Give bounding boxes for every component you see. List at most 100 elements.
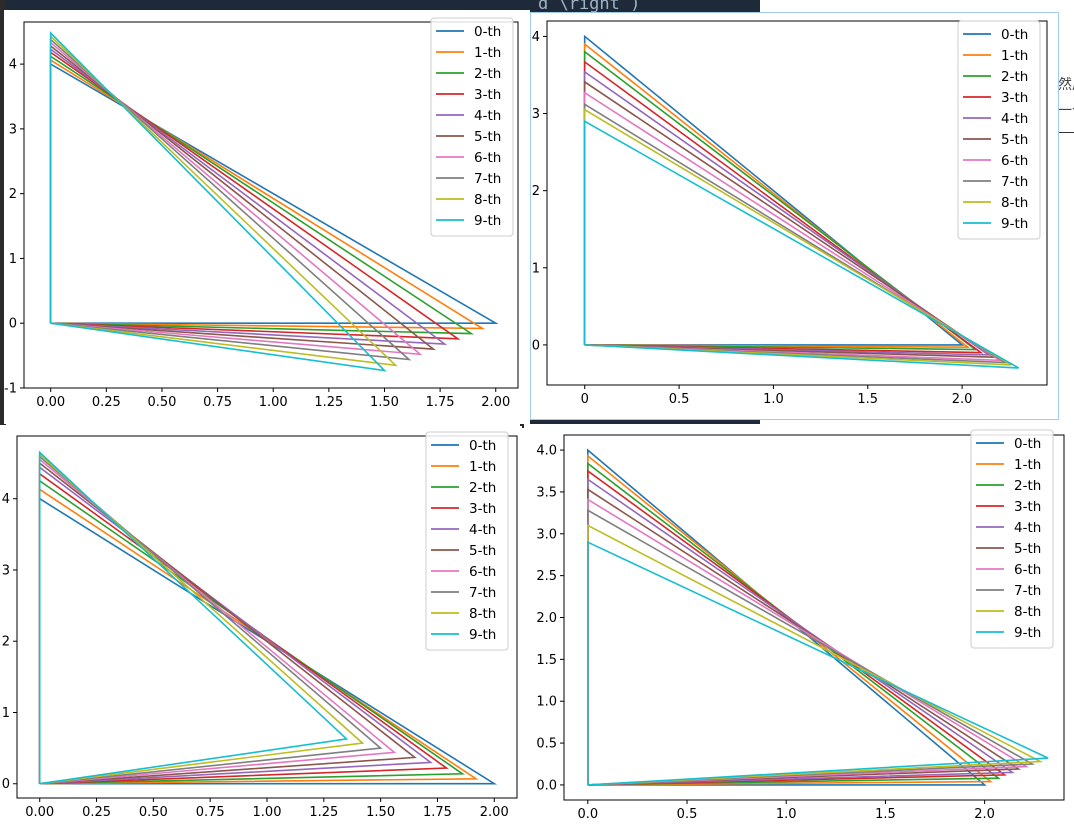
- legend-label: 8-th: [1014, 604, 1041, 620]
- editor-strip-mid: [520, 418, 760, 428]
- side-text-bottom: 一个: [1058, 103, 1074, 119]
- series-line-0-th: [49, 62, 499, 325]
- chart-panel-top-right: 0 0.5 1.0 1.5 2.0 0 1 2 3 4 0-th 1-th 2-th 3-th 4-th 5-…: [530, 12, 1059, 420]
- axes-frame: [546, 20, 1048, 386]
- y-tick-label: 1: [2, 706, 10, 721]
- series-line-3-th: [586, 469, 1007, 786]
- legend-label: 7-th: [469, 585, 496, 601]
- series-line-3-th: [38, 472, 449, 785]
- legend-label: 2-th: [469, 480, 496, 496]
- legend-label: 9-th: [469, 627, 496, 643]
- x-tick-label: 2.00: [481, 395, 510, 410]
- series-line-9-th: [38, 450, 349, 785]
- legend-label: 4-th: [474, 108, 501, 124]
- y-tick-label: 2.5: [536, 569, 557, 584]
- legend-label: 7-th: [474, 171, 501, 187]
- y-tick-label: 0: [532, 338, 540, 353]
- x-tick-label: 1.75: [426, 395, 455, 410]
- y-tick-label: 2.0: [536, 611, 557, 626]
- x-tick-label: 0.5: [677, 807, 698, 822]
- x-tick-label: 1.50: [366, 805, 395, 820]
- x-tick-label: 2.00: [480, 805, 509, 820]
- legend: 0-th 1-th 2-th 3-th 4-th 5-th 6-th 7-th 8-th 9-th: [430, 17, 514, 237]
- legend-label: 5-th: [469, 543, 496, 559]
- legend-label: 4-th: [469, 522, 496, 538]
- y-tick-label: 2: [9, 187, 17, 202]
- legend-label: 2-th: [474, 66, 501, 82]
- series-line-5-th: [38, 461, 417, 785]
- legend-label: 9-th: [1014, 625, 1041, 641]
- series-line-7-th: [586, 508, 1036, 786]
- y-tick-label: 3.0: [536, 527, 557, 542]
- y-tick-label: 4: [2, 492, 10, 507]
- legend-label: 2-th: [1001, 69, 1028, 85]
- y-tick-label: 1.5: [536, 653, 557, 668]
- code-fragment: d \right ): [538, 0, 641, 14]
- y-tick-label: 1.0: [536, 695, 557, 710]
- legend-label: 3-th: [474, 87, 501, 103]
- x-tick-label: 0.25: [82, 805, 111, 820]
- legend-label: 1-th: [1001, 48, 1028, 64]
- x-tick-label: 2.0: [952, 392, 973, 407]
- legend: 0-th 1-th 2-th 3-th 4-th 5-th 6-th 7-th 8-th 9-th: [425, 431, 509, 651]
- x-tick-label: 1.50: [370, 395, 399, 410]
- x-tick-label: 0.25: [92, 395, 121, 410]
- chart-top-left: 0.00 0.25 0.50 0.75 1.00 1.25 1.50 1.75 2.00 -1 0 1…: [4, 17, 519, 410]
- x-tick-label: 2.0: [974, 807, 995, 822]
- chart-panel-top-left: 0.00 0.25 0.50 0.75 1.00 1.25 1.50 1.75 2.00 -1 0 1…: [4, 10, 530, 424]
- legend-label: 3-th: [1014, 499, 1041, 515]
- y-tick-label: 1: [9, 252, 17, 267]
- y-tick-label: 3: [9, 122, 17, 137]
- x-tick-label: 1.0: [776, 807, 797, 822]
- side-text-top: 然后: [1058, 77, 1074, 93]
- y-tick-label: 0: [2, 777, 10, 792]
- y-tick-label: 3.5: [536, 485, 557, 500]
- legend: 0-th 1-th 2-th 3-th 4-th 5-th 6-th 7-th 8-th 9-th: [957, 20, 1041, 240]
- x-tick-label: 0.5: [669, 392, 690, 407]
- legend-label: 6-th: [1001, 153, 1028, 169]
- x-tick-label: 1.0: [763, 392, 784, 407]
- side-divider: [1058, 132, 1074, 133]
- x-tick-label: 0.00: [36, 395, 65, 410]
- legend-label: 0-th: [474, 24, 501, 40]
- legend-label: 2-th: [1014, 478, 1041, 494]
- x-tick-label: 1.25: [314, 395, 343, 410]
- x-tick-label: 1.00: [253, 805, 282, 820]
- legend-label: 5-th: [1001, 132, 1028, 148]
- legend-label: 8-th: [1001, 195, 1028, 211]
- series-line-1-th: [49, 58, 486, 330]
- y-tick-label: 2: [2, 635, 10, 650]
- series-line-9-th: [49, 31, 387, 372]
- legend-label: 8-th: [469, 606, 496, 622]
- x-tick-label: 1.5: [857, 392, 878, 407]
- x-tick-label: 0.50: [147, 395, 176, 410]
- legend-label: 7-th: [1014, 583, 1041, 599]
- y-tick-label: 4.0: [536, 444, 557, 459]
- axes-frame: [23, 21, 519, 389]
- x-tick-label: 0.75: [203, 395, 232, 410]
- series-line-5-th: [583, 80, 997, 359]
- x-tick-label: 0: [581, 392, 589, 407]
- y-tick-label: 2: [532, 184, 540, 199]
- legend-label: 3-th: [1001, 90, 1028, 106]
- x-tick-label: 1.25: [309, 805, 338, 820]
- editor-strip-top: [0, 0, 760, 12]
- y-tick-label: 1: [532, 261, 540, 276]
- x-tick-label: 0.75: [196, 805, 225, 820]
- legend-label: 7-th: [1001, 174, 1028, 190]
- chart-panel-bottom-right: 0.0 0.5 1.0 1.5 2.0 0.0 0.5 1.0 1.5 2.0 2.5 3.0 3.5 4…: [524, 424, 1074, 832]
- x-tick-label: 1.5: [875, 807, 896, 822]
- chart-panel-bottom-left: 0.00 0.25 0.50 0.75 1.00 1.25 1.50 1.75 2.00 0 1 2 3…: [0, 426, 522, 832]
- x-tick-label: 1.00: [259, 395, 288, 410]
- x-tick-label: 0.50: [139, 805, 168, 820]
- chart-bottom-right: 0.0 0.5 1.0 1.5 2.0 0.0 0.5 1.0 1.5 2.0 2.5 3.0 3.5 4…: [536, 429, 1065, 822]
- y-tick-label: 4: [532, 30, 540, 45]
- legend-label: 0-th: [469, 438, 496, 454]
- y-tick-label: -1: [4, 382, 17, 397]
- series-line-9-th: [583, 119, 1020, 369]
- legend-label: 9-th: [1001, 216, 1028, 232]
- legend-label: 4-th: [1001, 111, 1028, 127]
- legend-label: 5-th: [474, 129, 501, 145]
- x-tick-label: 0.0: [577, 807, 598, 822]
- legend-label: 9-th: [474, 213, 501, 229]
